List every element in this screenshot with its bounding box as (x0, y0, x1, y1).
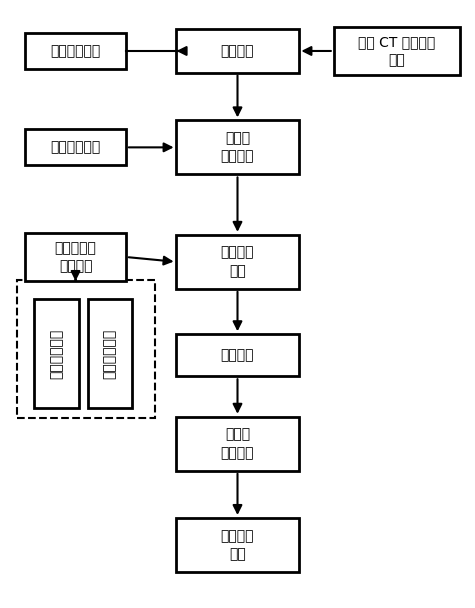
Text: 采样并进行
插値计算: 采样并进行 插値计算 (55, 241, 96, 273)
Text: 读取数据: 读取数据 (221, 44, 254, 58)
Bar (35, 299, 79, 407)
Text: 映射器
转换数据: 映射器 转换数据 (221, 427, 254, 460)
Bar (25, 233, 126, 281)
Bar (177, 334, 298, 376)
Bar (177, 518, 298, 572)
Text: 建立体素
属性: 建立体素 属性 (221, 246, 254, 278)
Text: 过滤器
处理数据: 过滤器 处理数据 (221, 131, 254, 164)
Bar (17, 280, 155, 418)
Bar (177, 416, 298, 471)
Text: 绘制以及
显示: 绘制以及 显示 (221, 529, 254, 561)
Text: 设置不透明度: 设置不透明度 (50, 328, 64, 379)
Bar (177, 235, 298, 289)
Bar (177, 120, 298, 174)
Text: 原始 CT 图像优化
处理: 原始 CT 图像优化 处理 (359, 35, 436, 67)
Text: 执行高斯卷积: 执行高斯卷积 (50, 44, 101, 58)
Bar (25, 33, 126, 69)
Text: 光线合成: 光线合成 (221, 348, 254, 362)
Text: 转化数据格式: 转化数据格式 (50, 140, 101, 154)
Bar (334, 27, 460, 75)
Bar (177, 29, 298, 73)
Bar (25, 130, 126, 165)
Text: 设置颜色信息: 设置颜色信息 (103, 328, 117, 379)
Bar (87, 299, 132, 407)
